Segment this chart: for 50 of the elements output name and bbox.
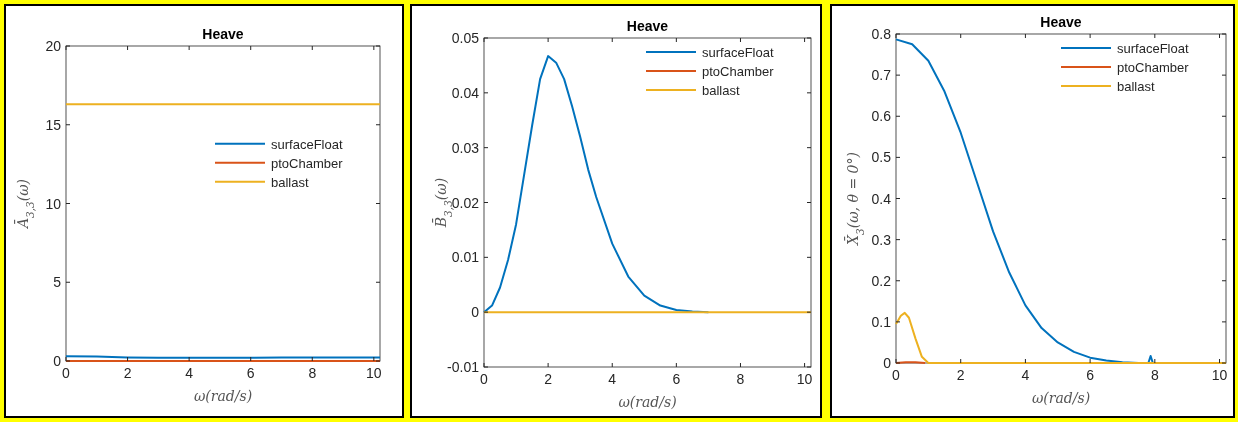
x-tick-label: 4 — [608, 371, 617, 387]
chart-title: Heave — [1040, 14, 1082, 30]
y-tick-label: 0 — [53, 353, 62, 369]
x-tick-label: 8 — [308, 365, 317, 381]
y-tick-label: 0.03 — [451, 139, 480, 156]
y-tick-label: 0.4 — [871, 190, 892, 207]
y-tick-label: 10 — [45, 195, 62, 212]
x-axis-title: ω(rad/s) — [618, 394, 677, 410]
y-tick-label: 0.1 — [871, 313, 892, 330]
x-tick-label: 2 — [956, 367, 965, 383]
y-tick-label: 0.8 — [871, 26, 892, 42]
y-tick-label: 0.2 — [871, 272, 892, 289]
y-tick-label: 5 — [53, 274, 62, 291]
x-tick-label: 6 — [1086, 367, 1095, 383]
x-tick-label: 8 — [736, 371, 745, 387]
legend-label: surfaceFloat — [271, 136, 343, 152]
x-tick-label: 6 — [246, 365, 255, 381]
y-tick-label: -0.01 — [447, 359, 480, 375]
x-tick-label: 4 — [185, 365, 194, 381]
y-tick-label: 0.04 — [451, 84, 480, 101]
legend-label: ballast — [702, 83, 740, 98]
y-tick-label: 0 — [471, 304, 480, 321]
chart-title: Heave — [626, 18, 669, 34]
y-tick-label: 0.6 — [871, 108, 892, 125]
y-tick-label: 20 — [45, 38, 62, 54]
y-tick-label: 15 — [45, 116, 62, 133]
x-axis-title: ω(rad/s) — [1031, 390, 1091, 406]
legend-label: surfaceFloat — [1117, 41, 1189, 56]
legend-label: ptoChamber — [271, 155, 344, 171]
y-tick-label: 0.5 — [871, 149, 892, 166]
y-tick-label: 0.7 — [871, 67, 892, 84]
x-tick-label: 10 — [796, 371, 813, 387]
x-tick-label: 10 — [366, 365, 382, 381]
legend-label: ptoChamber — [1117, 60, 1190, 75]
x-tick-label: 6 — [672, 371, 681, 387]
y-tick-label: 0.05 — [451, 30, 480, 46]
y-tick-label: 0 — [883, 355, 892, 371]
x-axis-title: ω(rad/s) — [193, 388, 253, 404]
y-tick-label: 0.01 — [451, 249, 480, 266]
x-tick-label: 8 — [1150, 367, 1159, 383]
legend-label: ballast — [1117, 79, 1155, 94]
legend-label: surfaceFloat — [702, 45, 774, 60]
x-tick-label: 2 — [123, 365, 132, 381]
legend-label: ptoChamber — [702, 64, 775, 79]
legend-label: ballast — [271, 174, 309, 190]
chart-title: Heave — [202, 26, 244, 42]
y-tick-label: 0.3 — [871, 231, 892, 248]
x-tick-label: 10 — [1211, 367, 1228, 383]
x-tick-label: 2 — [544, 371, 553, 387]
x-tick-label: 4 — [1021, 367, 1030, 383]
